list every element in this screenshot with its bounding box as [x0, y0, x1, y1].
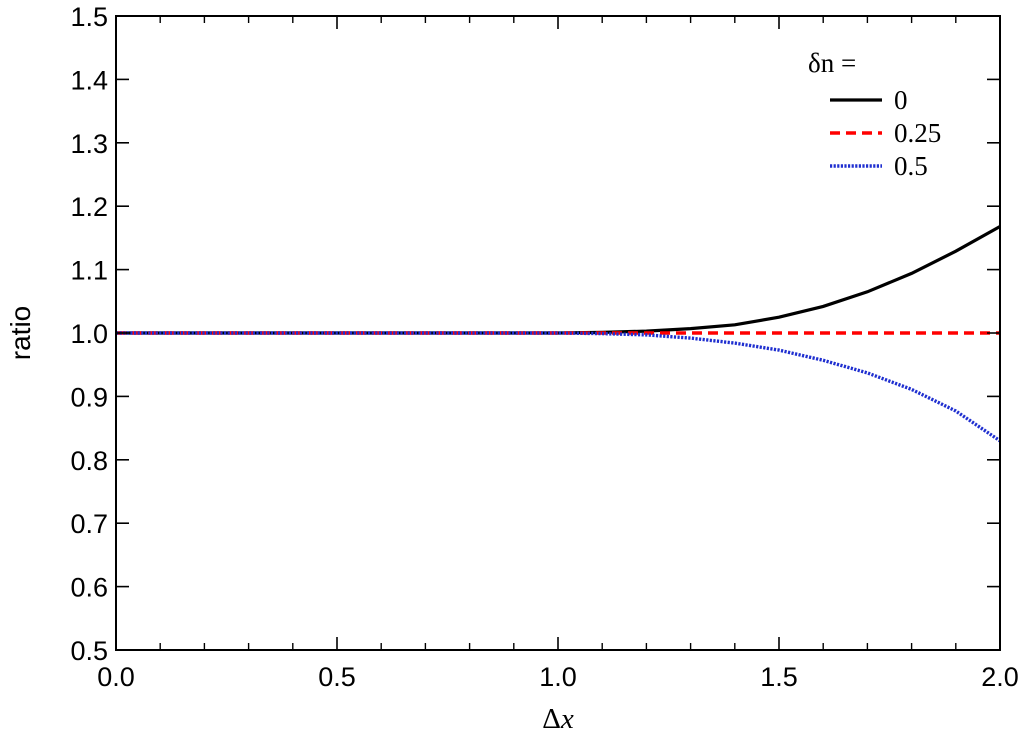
x-tick-label: 0.5	[318, 662, 356, 692]
x-tick-label: 1.5	[760, 662, 798, 692]
tick-labels-layer: 0.0 0.5 1.0 1.5 2.00.50.60.70.80.91.01.11.21…	[70, 2, 1018, 692]
y-tick-label: 1.0	[70, 319, 108, 349]
y-tick-label: 1.1	[70, 256, 108, 286]
x-axis-title-variable: x	[560, 703, 574, 735]
series-line-2	[116, 331, 1001, 443]
legend-title: δn =	[808, 48, 856, 78]
series-line-0	[116, 225, 1001, 335]
x-axis-title-prefix: Δ	[542, 703, 561, 735]
legend-label-0: 0	[894, 85, 908, 115]
legend-label-1: 0.25	[894, 118, 941, 148]
y-axis-title: ratio	[5, 306, 36, 360]
x-axis-title: Δx	[542, 703, 574, 735]
legend-label-2: 0.5	[894, 151, 928, 181]
y-tick-label: 1.4	[70, 65, 108, 95]
series-layer	[116, 225, 1001, 443]
legend: δn = 00.250.5	[808, 48, 941, 181]
y-tick-label: 0.9	[70, 382, 108, 412]
y-tick-label: 1.2	[70, 192, 108, 222]
ticks-layer	[115, 15, 1001, 651]
y-tick-label: 1.3	[70, 129, 108, 159]
y-tick-label: 0.6	[70, 573, 108, 603]
x-tick-label: 1.0	[539, 662, 577, 692]
y-tick-label: 0.5	[70, 636, 108, 666]
y-tick-label: 0.8	[70, 446, 108, 476]
y-tick-label: 1.5	[70, 2, 108, 32]
y-tick-label: 0.7	[70, 509, 108, 539]
x-tick-label: 0.0	[97, 662, 135, 692]
x-tick-label: 2.0	[981, 662, 1019, 692]
